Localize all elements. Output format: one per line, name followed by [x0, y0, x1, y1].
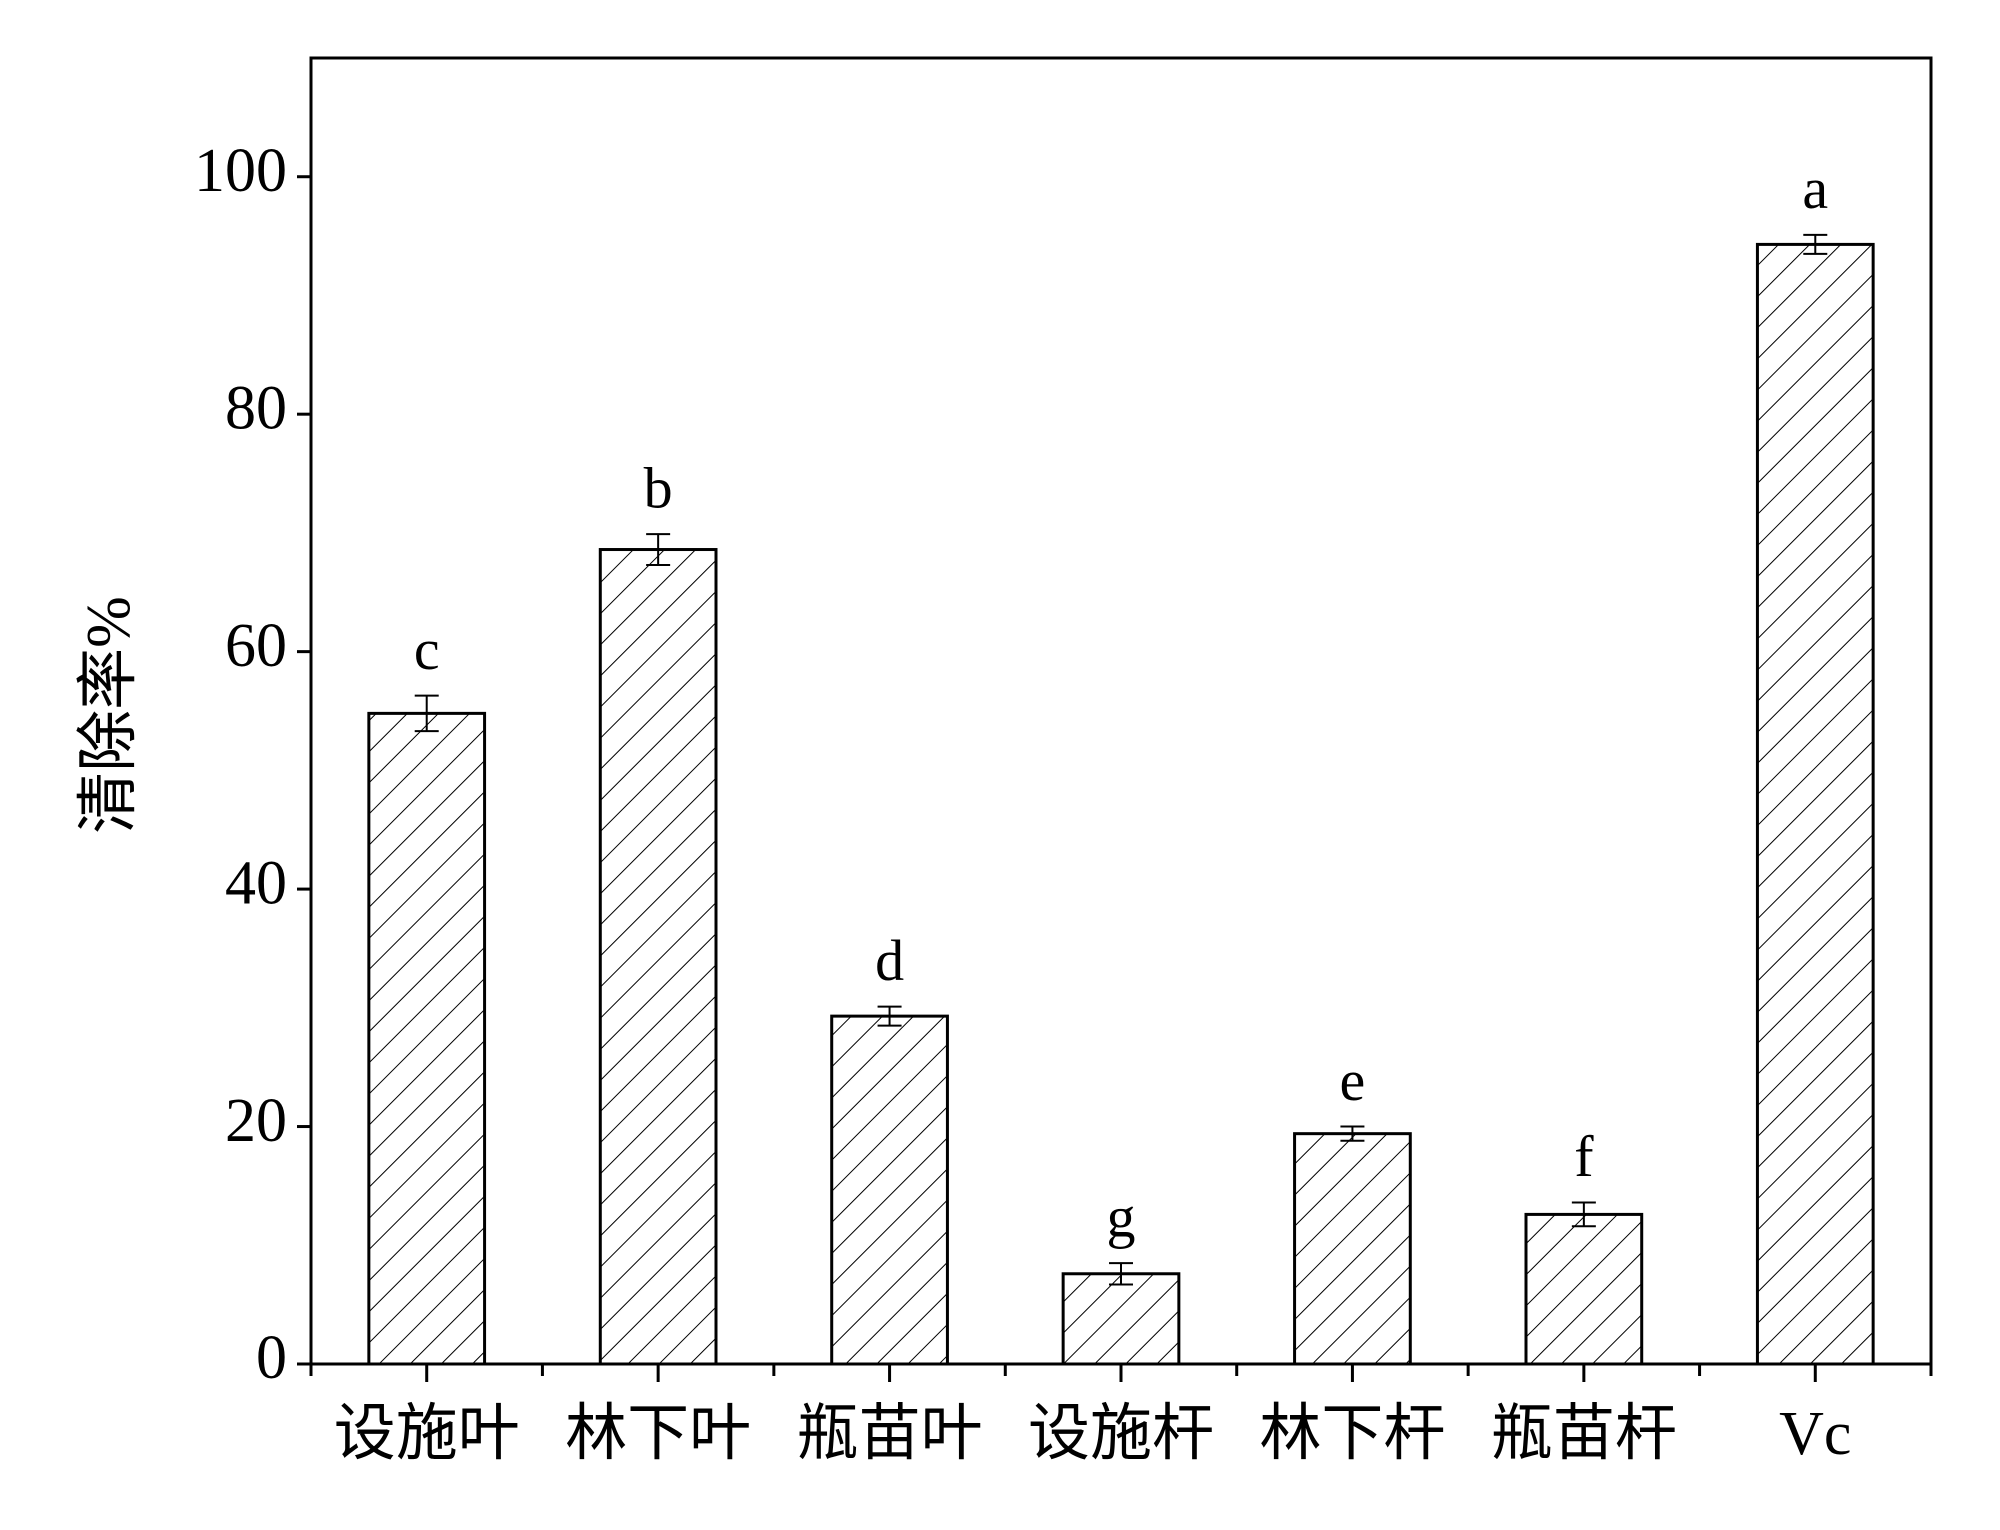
bar [598, 548, 718, 1366]
plot-frame [309, 56, 1933, 1366]
error-bar [1571, 1201, 1596, 1228]
x-tick-label: 设施叶 [334, 1400, 520, 1468]
y-tick-label: 80 [225, 374, 287, 442]
significance-label: a [1802, 156, 1828, 221]
bar [1293, 1132, 1412, 1366]
bar [1524, 1212, 1644, 1366]
y-tick-label: 40 [225, 849, 287, 917]
x-tick-label: 瓶苗叶 [797, 1400, 983, 1468]
y-tick-label: 100 [194, 137, 287, 205]
significance-label: f [1574, 1124, 1594, 1189]
x-tick-label: 设施杆 [1028, 1400, 1214, 1468]
x-tick-label: 林下叶 [565, 1400, 751, 1468]
error-bar [1340, 1125, 1365, 1142]
error-bar [646, 533, 671, 566]
error-bar [414, 694, 439, 733]
error-bar [877, 1005, 902, 1027]
significance-label: b [644, 455, 673, 520]
y-tick-label: 60 [225, 612, 287, 680]
significance-label: g [1107, 1184, 1136, 1249]
y-tick-label: 20 [225, 1087, 287, 1155]
significance-label: c [414, 617, 440, 682]
x-tick-label: Vc [1779, 1400, 1851, 1468]
x-tick-label: 林下杆 [1259, 1400, 1445, 1468]
x-tick-label: 瓶苗杆 [1491, 1400, 1677, 1468]
bar [830, 1014, 949, 1366]
bar [1061, 1272, 1181, 1366]
error-bar [1109, 1262, 1133, 1286]
y-tick-label: 0 [256, 1324, 287, 1392]
significance-label: d [875, 928, 904, 993]
error-bar [1803, 233, 1828, 255]
bar [1755, 242, 1875, 1366]
y-axis-title: 清除率% [75, 596, 143, 834]
bar [367, 711, 487, 1366]
significance-label: e [1340, 1048, 1366, 1113]
